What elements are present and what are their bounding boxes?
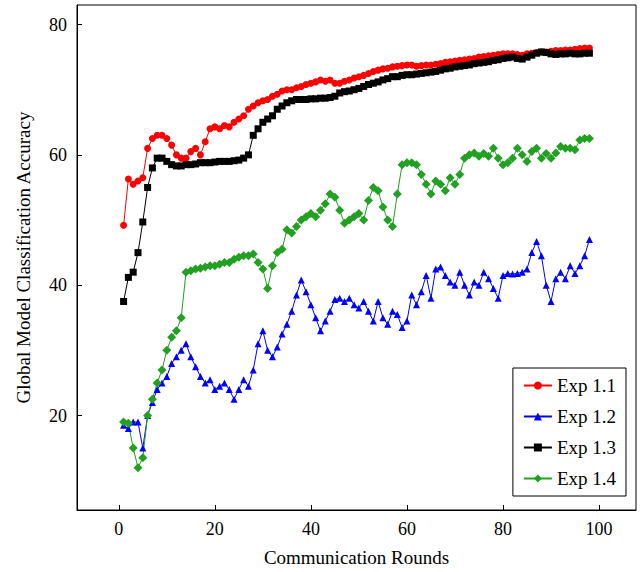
svg-text:40: 40	[49, 275, 67, 295]
svg-text:100: 100	[586, 519, 613, 539]
svg-text:60: 60	[49, 145, 67, 165]
svg-text:20: 20	[206, 519, 224, 539]
svg-text:60: 60	[398, 519, 416, 539]
svg-text:Communication Rounds: Communication Rounds	[264, 547, 449, 568]
svg-text:Global Model Classification Ac: Global Model Classification Accuracy	[13, 111, 34, 403]
svg-text:40: 40	[302, 519, 320, 539]
svg-text:80: 80	[494, 519, 512, 539]
svg-text:Exp 1.2: Exp 1.2	[557, 406, 616, 427]
svg-text:0: 0	[114, 519, 123, 539]
svg-text:Exp 1.3: Exp 1.3	[557, 437, 616, 458]
svg-text:20: 20	[49, 406, 67, 426]
svg-text:Exp 1.4: Exp 1.4	[557, 468, 617, 489]
svg-text:Exp 1.1: Exp 1.1	[557, 375, 616, 396]
svg-text:80: 80	[49, 15, 67, 35]
